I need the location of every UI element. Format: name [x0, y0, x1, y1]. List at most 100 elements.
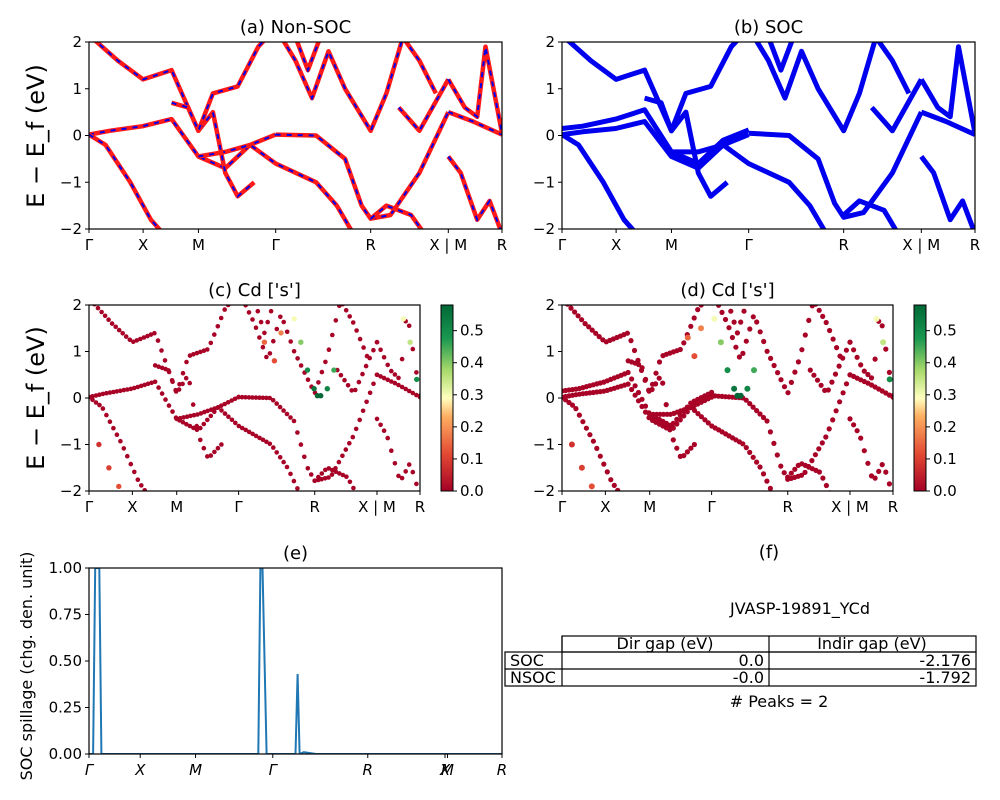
data-point — [764, 418, 770, 424]
data-point — [741, 308, 747, 314]
data-point — [631, 347, 638, 354]
band-line — [562, 119, 750, 171]
data-point — [392, 372, 398, 377]
panel-title: (e) — [283, 543, 308, 564]
panel-d-cd-s-soc: (d) Cd ['s']210−1−2Γ X M Γ R X | M R0.00.10.20… — [533, 280, 957, 516]
data-point — [278, 314, 283, 320]
data-point — [865, 371, 871, 378]
data-point — [771, 440, 777, 446]
data-point — [316, 380, 321, 385]
data-point — [622, 498, 627, 503]
data-point — [284, 464, 290, 470]
data-point — [823, 434, 829, 440]
axes-frame — [88, 567, 503, 755]
data-point — [135, 477, 141, 483]
data-point — [760, 414, 767, 421]
data-point — [681, 453, 687, 459]
data-point — [148, 332, 154, 337]
y-tick-label: 0.50 — [49, 652, 82, 670]
data-point — [743, 397, 749, 403]
data-point — [226, 414, 231, 420]
data-point — [601, 461, 607, 467]
data-point — [123, 334, 129, 339]
data-point-weighted — [698, 325, 704, 332]
data-point — [190, 402, 196, 407]
data-point — [264, 439, 269, 445]
y-tick-label: 0.75 — [49, 606, 82, 624]
data-point — [750, 314, 756, 320]
data-point — [827, 327, 833, 334]
data-point — [323, 359, 328, 365]
x-tick-label: R — [838, 236, 848, 254]
material-id: JVASP-19891_YCd — [729, 599, 870, 619]
data-point — [757, 411, 763, 417]
data-point — [767, 485, 774, 491]
data-point — [624, 330, 631, 336]
data-point — [92, 305, 97, 307]
data-point — [174, 416, 179, 422]
data-point — [274, 326, 280, 332]
data-point — [132, 469, 137, 475]
data-point — [353, 387, 358, 393]
data-point — [858, 435, 864, 441]
x-tick-label: Γ — [85, 761, 95, 779]
band-line — [869, 78, 924, 134]
data-point — [184, 421, 189, 427]
data-point — [747, 401, 753, 407]
y-tick-label: −2 — [60, 482, 82, 500]
data-point — [340, 305, 345, 307]
panel-title: (d) Cd ['s'] — [680, 280, 774, 301]
data-point — [868, 375, 875, 381]
data-point — [597, 453, 603, 459]
x-tick-label: R — [783, 498, 793, 516]
data-point — [205, 408, 210, 414]
data-point — [159, 348, 164, 353]
data-point — [719, 309, 725, 315]
data-point — [355, 492, 360, 497]
data-point-weighted — [717, 339, 724, 346]
colorbar-tick-label: 0.2 — [460, 418, 484, 436]
data-point — [128, 461, 134, 467]
data-point — [731, 319, 737, 325]
data-point — [205, 417, 210, 423]
data-point — [236, 423, 242, 429]
data-point — [260, 437, 266, 443]
data-point — [826, 426, 832, 432]
data-point — [820, 313, 826, 319]
data-point — [281, 408, 286, 413]
data-point — [389, 448, 394, 454]
data-point-weighted — [578, 464, 585, 471]
data-point — [118, 438, 123, 444]
data-point — [579, 317, 585, 323]
ylabel-top: E − E_f (eV) — [22, 64, 50, 208]
colorbar-tick-label: 0.1 — [933, 450, 957, 468]
x-tick-label: R — [310, 498, 320, 516]
data-point — [619, 493, 624, 498]
table-header-indir: Indir gap (eV) — [817, 634, 927, 653]
data-point-weighted — [324, 386, 330, 392]
data-point — [222, 401, 227, 407]
data-point — [107, 390, 113, 395]
data-point — [195, 412, 200, 417]
data-point — [139, 483, 144, 488]
data-point — [113, 324, 118, 330]
data-point — [219, 408, 224, 413]
data-point-weighted — [298, 339, 304, 345]
data-point — [698, 414, 705, 420]
data-point — [267, 395, 273, 401]
data-point-weighted — [116, 483, 122, 490]
x-tick-label: Γ — [707, 498, 716, 516]
data-point — [396, 473, 401, 479]
data-point — [818, 382, 824, 388]
data-point — [378, 347, 383, 353]
data-point-weighted — [744, 385, 751, 392]
data-point — [767, 429, 774, 435]
data-point — [104, 412, 109, 418]
y-tick-label: 2 — [545, 296, 555, 314]
data-point — [232, 396, 238, 402]
data-point — [410, 346, 416, 352]
data-point — [319, 471, 325, 476]
data-point — [747, 449, 753, 455]
data-point — [374, 372, 380, 378]
